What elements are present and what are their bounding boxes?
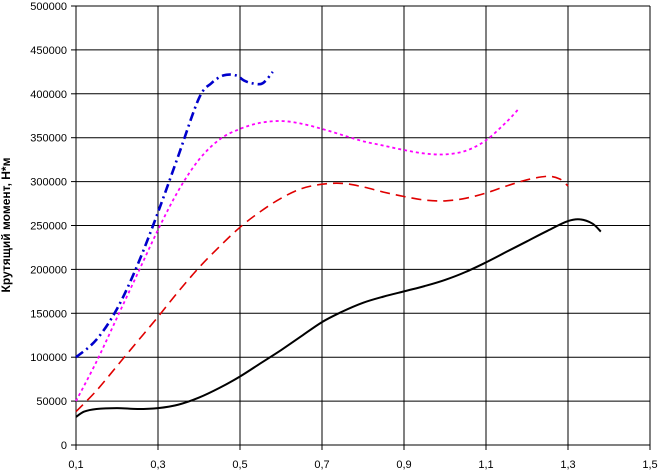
series-line-1 [75, 218, 602, 418]
y-tick-label: 0 [61, 440, 67, 452]
y-tick-label: 250000 [30, 221, 67, 233]
x-tick-label: 1,1 [478, 459, 493, 471]
y-tick-label: 350000 [30, 133, 67, 145]
x-tick-label: 0,1 [68, 459, 83, 471]
x-tick-label: 1,5 [642, 459, 657, 471]
series-line-2 [75, 175, 569, 413]
y-axis-label: Крутящий момент, Н*м [0, 157, 13, 292]
y-tick-label: 50000 [36, 396, 67, 408]
x-tick-labels: 0,1 0,3 0,5 0,7 0,9 1,1 1,3 1,5 [68, 459, 657, 471]
series-line-4 [75, 71, 274, 359]
x-tick-label: 1,3 [560, 459, 575, 471]
y-tick-label: 150000 [30, 308, 67, 320]
x-tick-label: 0,3 [150, 459, 165, 471]
grid-lines [76, 5, 651, 445]
y-tick-label: 500000 [30, 1, 67, 13]
y-tick-label: 200000 [30, 264, 67, 276]
series-group [75, 71, 602, 418]
x-tick-label: 0,7 [314, 459, 329, 471]
y-tick-label: 100000 [30, 352, 67, 364]
x-tick-label: 0,9 [396, 459, 411, 471]
axes [71, 5, 651, 450]
y-tick-label: 300000 [30, 177, 67, 189]
y-tick-labels: 0 50000 100000 150000 200000 250000 300000 3500… [30, 1, 67, 452]
x-tick-label: 0,5 [232, 459, 247, 471]
series-line-3 [75, 108, 520, 402]
y-tick-label: 450000 [30, 45, 67, 57]
y-tick-label: 400000 [30, 89, 67, 101]
